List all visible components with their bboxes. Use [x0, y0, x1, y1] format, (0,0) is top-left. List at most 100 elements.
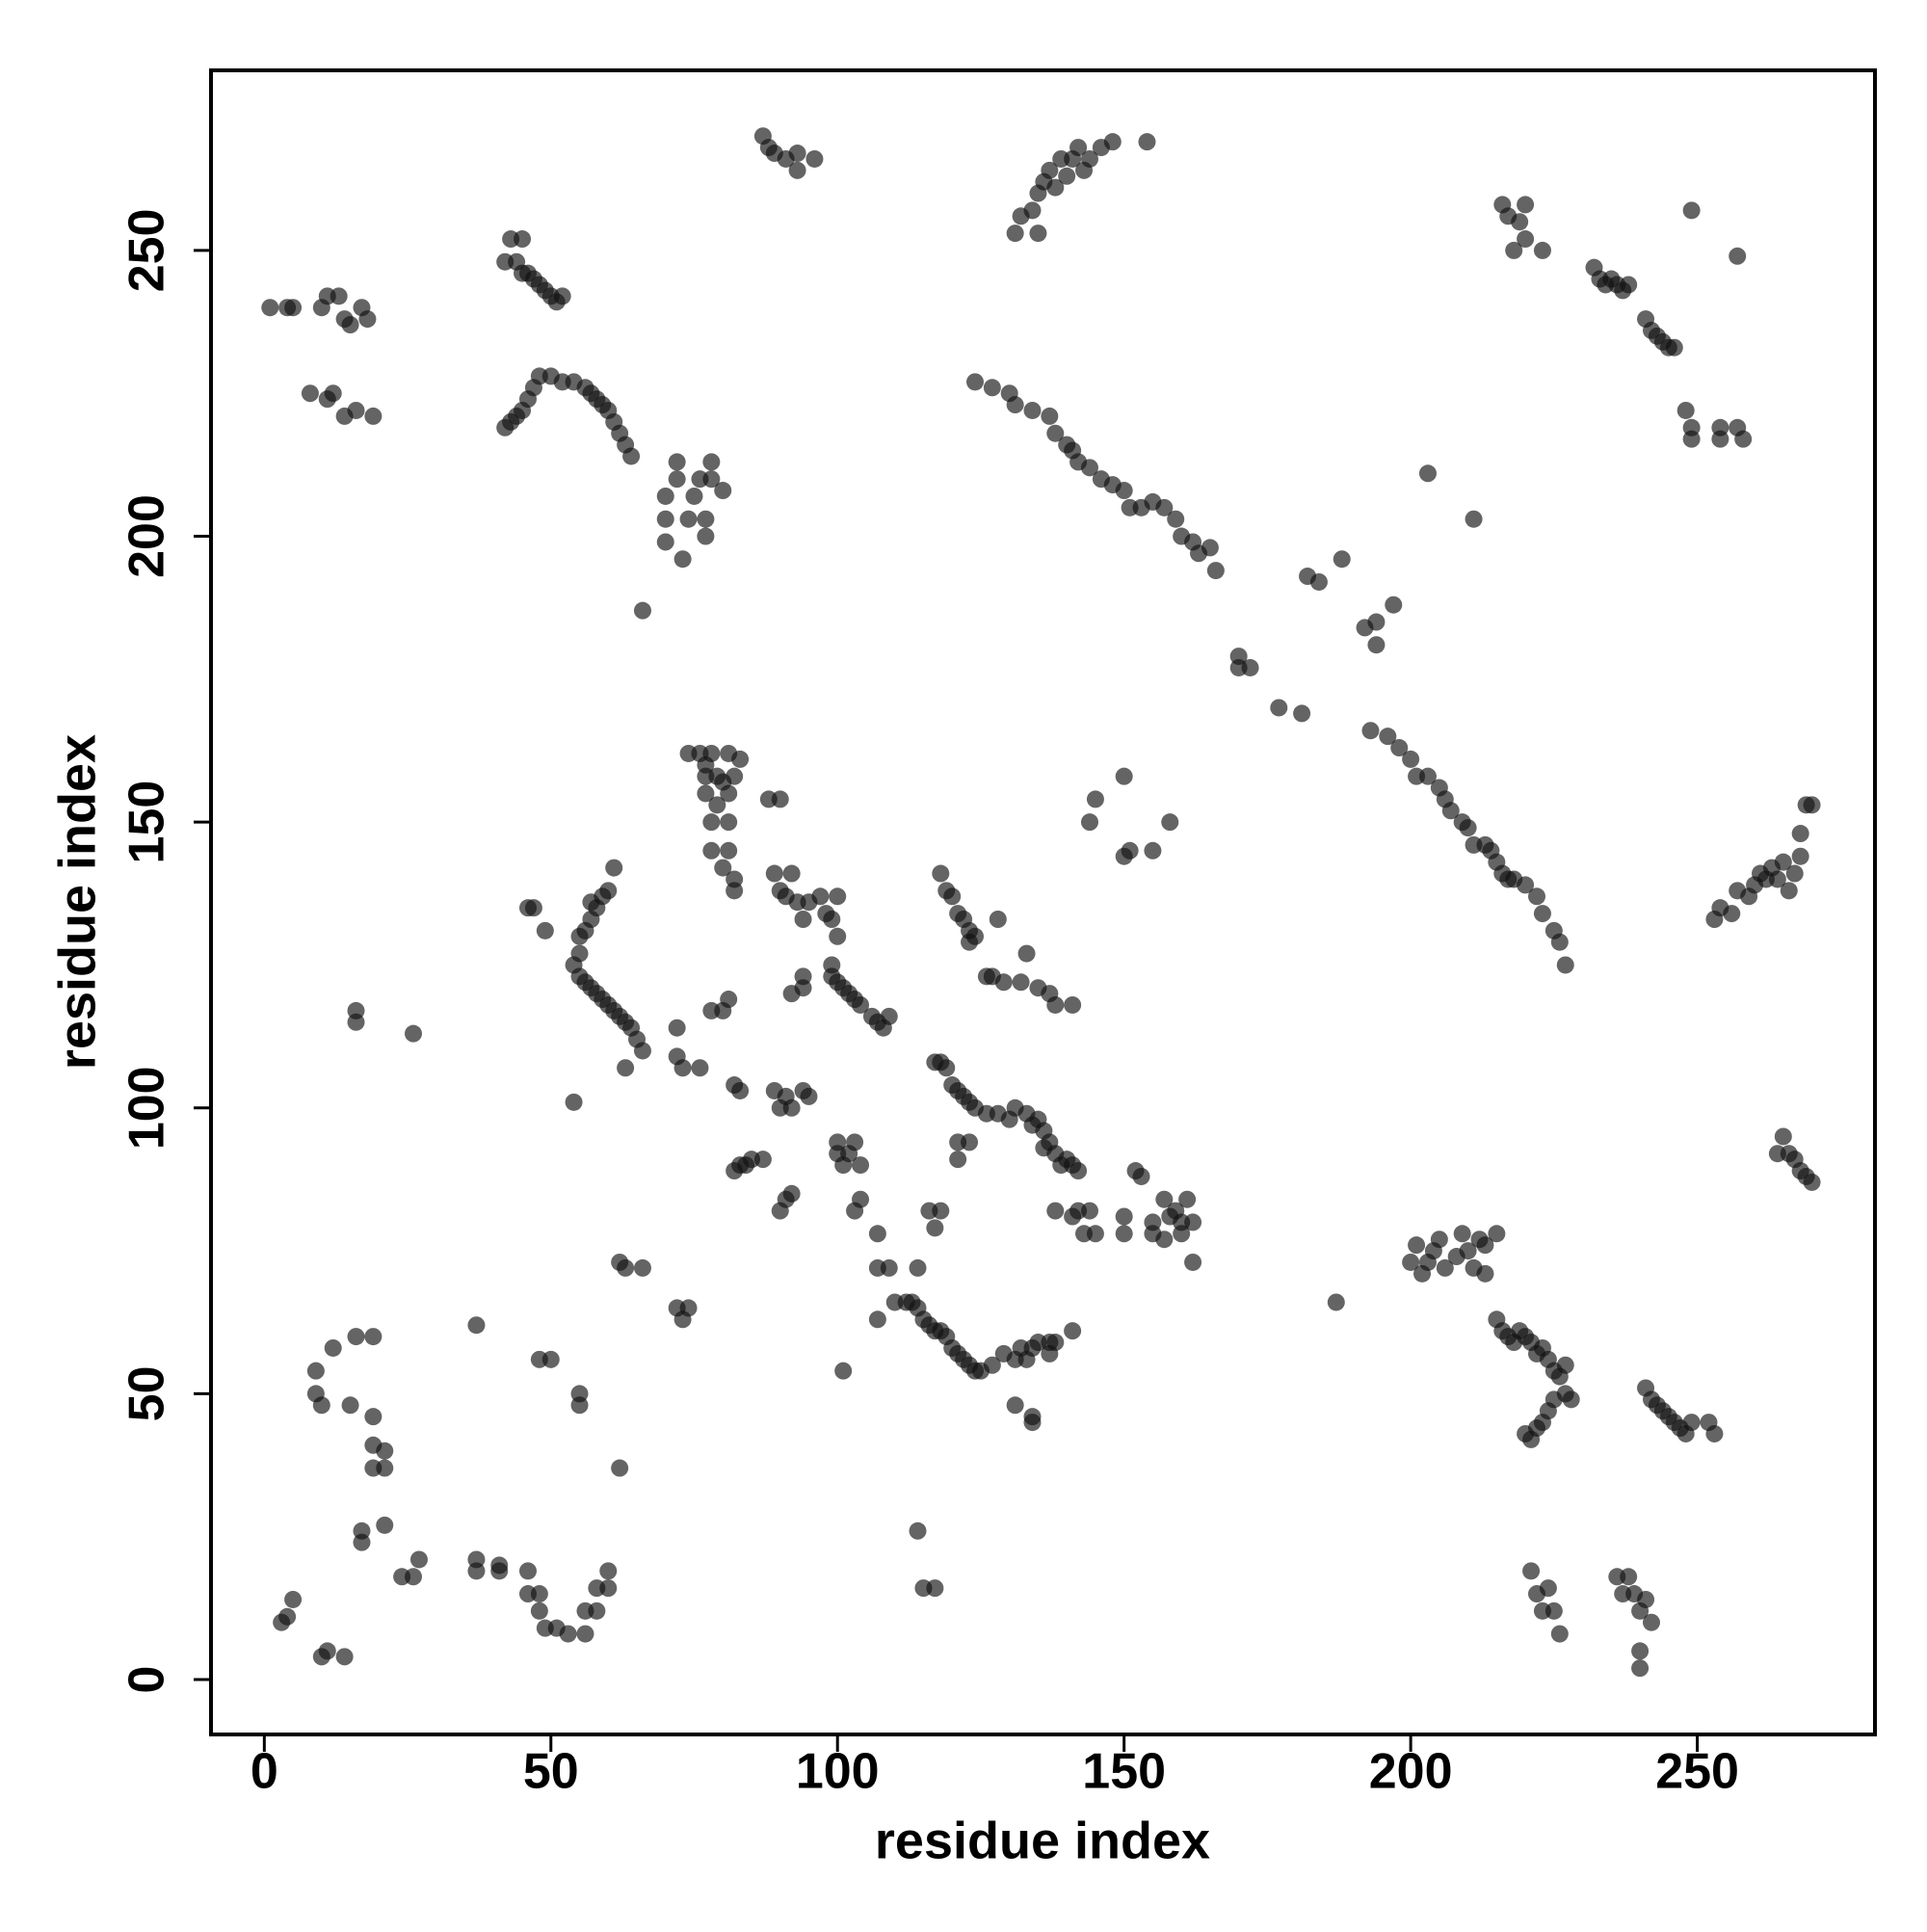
point	[753, 1151, 772, 1169]
x-tick-label: 50	[523, 1744, 579, 1800]
point	[1533, 241, 1551, 259]
point	[720, 784, 738, 803]
y-tick-label: 100	[119, 1066, 175, 1150]
point	[1723, 905, 1741, 923]
point	[1138, 133, 1156, 151]
point	[1418, 464, 1437, 483]
point	[788, 161, 806, 179]
point	[582, 911, 600, 929]
point	[765, 864, 783, 883]
point	[588, 1601, 606, 1620]
point	[1184, 1253, 1202, 1271]
point	[1115, 482, 1133, 500]
point	[570, 1396, 589, 1415]
point	[284, 1590, 303, 1608]
point	[726, 767, 744, 785]
point	[1270, 699, 1288, 717]
point	[530, 1601, 548, 1620]
point	[622, 447, 641, 465]
point	[611, 1459, 629, 1477]
point	[1803, 796, 1821, 814]
point	[788, 145, 806, 163]
point	[1631, 1659, 1650, 1678]
x-tick-label: 250	[1655, 1744, 1739, 1800]
point	[1006, 1396, 1024, 1415]
point	[679, 510, 698, 528]
point	[1528, 887, 1546, 906]
point	[909, 1522, 927, 1540]
point	[1620, 1568, 1638, 1586]
point	[1046, 1334, 1065, 1352]
point	[966, 373, 985, 391]
point	[530, 1585, 548, 1603]
point	[668, 453, 686, 471]
point	[1705, 1424, 1724, 1442]
point	[1086, 790, 1104, 808]
point	[1173, 1213, 1191, 1231]
point	[1390, 739, 1409, 757]
point	[405, 1024, 423, 1043]
point	[673, 1059, 692, 1077]
point	[961, 1133, 979, 1151]
point	[702, 470, 721, 489]
point	[335, 1648, 354, 1666]
point	[330, 287, 348, 305]
point	[1517, 196, 1535, 214]
point	[1167, 510, 1185, 528]
point	[1476, 1264, 1494, 1283]
point	[1430, 1231, 1448, 1249]
point	[932, 864, 950, 883]
point	[994, 973, 1013, 992]
point	[829, 1133, 847, 1151]
x-tick-label: 150	[1082, 1744, 1166, 1800]
point	[726, 1162, 744, 1180]
point	[1408, 1236, 1426, 1255]
point	[1522, 1562, 1541, 1580]
point	[656, 510, 674, 528]
point	[1080, 149, 1098, 168]
x-tick-label: 0	[251, 1744, 278, 1800]
point	[576, 1625, 594, 1643]
point	[1774, 853, 1792, 871]
point	[782, 864, 801, 883]
point	[284, 299, 303, 317]
point	[324, 1338, 342, 1357]
point	[782, 1098, 801, 1117]
point	[1550, 1625, 1569, 1643]
plot-frame	[209, 68, 1877, 1736]
point	[1361, 722, 1380, 740]
point	[1121, 841, 1139, 860]
plot-points	[261, 127, 1821, 1678]
point	[1642, 1613, 1660, 1631]
point	[731, 750, 750, 768]
point	[1780, 882, 1798, 900]
point	[720, 813, 738, 832]
point	[1201, 539, 1219, 557]
point	[720, 991, 738, 1009]
point	[1069, 139, 1088, 157]
point	[467, 1316, 486, 1335]
point	[1791, 847, 1809, 865]
point	[1488, 1225, 1506, 1243]
point	[989, 911, 1007, 929]
point	[364, 1328, 383, 1346]
point	[1459, 1242, 1477, 1260]
point	[376, 1459, 394, 1477]
point	[834, 1362, 853, 1380]
point	[811, 887, 830, 906]
point	[318, 1642, 336, 1660]
point	[868, 1310, 886, 1329]
point	[852, 1190, 870, 1208]
point	[1046, 178, 1065, 197]
point	[1453, 1225, 1471, 1243]
point	[805, 149, 824, 168]
point	[559, 1625, 577, 1643]
point	[1086, 1225, 1104, 1243]
point	[943, 887, 962, 906]
point	[1476, 1236, 1494, 1255]
point	[553, 287, 571, 305]
point	[1631, 1642, 1650, 1660]
point	[409, 1550, 428, 1569]
point	[1115, 1207, 1133, 1226]
point	[1517, 230, 1535, 249]
